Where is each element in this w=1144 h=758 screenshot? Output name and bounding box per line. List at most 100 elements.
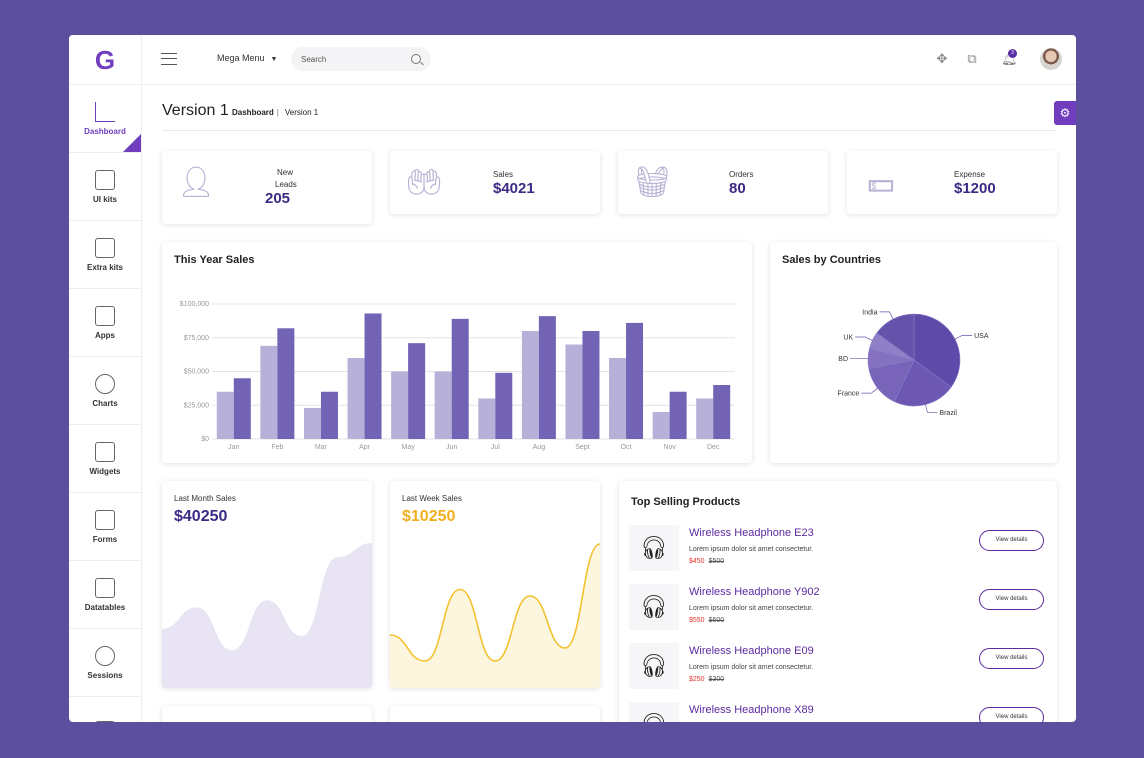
mega-menu-button[interactable]: Mega Menu ▼ bbox=[217, 53, 277, 63]
bar bbox=[451, 318, 469, 439]
pie-label: UK bbox=[843, 335, 853, 342]
sidebar-item-label: UI kits bbox=[92, 194, 117, 204]
bar bbox=[364, 313, 382, 439]
product-price: $450 $500 bbox=[689, 558, 724, 565]
x-tick-label: May bbox=[402, 444, 416, 451]
top-products-card: Top Selling Products 🎧︎ Wireless Headpho… bbox=[619, 481, 1057, 722]
sidebar-item-forms[interactable]: Forms bbox=[69, 493, 141, 561]
sidebar-item-charts[interactable]: Charts bbox=[69, 357, 141, 425]
page-title: Version 1 bbox=[162, 102, 229, 119]
product-row: 🎧︎ Wireless Headphone E09 Lorem ipsum do… bbox=[629, 643, 1047, 697]
countries-title: Sales by Countries bbox=[782, 254, 882, 266]
stat-value: $1200 bbox=[954, 180, 996, 197]
bar bbox=[478, 398, 496, 439]
hamburger-menu-icon[interactable] bbox=[161, 53, 177, 65]
view-details-button[interactable]: View details bbox=[979, 530, 1044, 551]
settings-gear-icon[interactable]: ⚙ bbox=[1054, 101, 1076, 125]
book-icon bbox=[95, 169, 115, 190]
clipboard-icon bbox=[95, 509, 115, 530]
view-details-button[interactable]: View details bbox=[979, 707, 1044, 722]
sidebar-item-extra-kits[interactable]: Extra kits bbox=[69, 221, 141, 289]
x-tick-label: Feb bbox=[271, 444, 283, 451]
sidebar-item-widgets[interactable]: Widgets bbox=[69, 425, 141, 493]
pie-label-leader bbox=[861, 387, 878, 394]
search-icon[interactable] bbox=[411, 54, 421, 64]
x-tick-label: Apr bbox=[359, 444, 371, 451]
sidebar-item-datatables[interactable]: Datatables bbox=[69, 561, 141, 629]
bar bbox=[538, 316, 556, 439]
bookmark-icon[interactable]: ⧉ bbox=[967, 51, 977, 66]
pointer-hand-icon bbox=[95, 720, 115, 722]
yearly-sales-title: This Year Sales bbox=[174, 254, 255, 266]
app-logo[interactable]: G bbox=[69, 35, 142, 85]
sidebar-item-label: Sessions bbox=[87, 670, 123, 680]
headphone-icon: 🎧︎ bbox=[629, 584, 679, 630]
pie-chart-icon bbox=[95, 373, 115, 394]
product-name[interactable]: Wireless Headphone E23 bbox=[689, 527, 814, 539]
countries-pie-chart: USA Brazil France BD UK India bbox=[838, 309, 989, 416]
headphone-icon: 🎧︎ bbox=[629, 525, 679, 571]
view-details-button[interactable]: View details bbox=[979, 648, 1044, 669]
app-window: G Mega Menu ▼ Search ✥ ⧉ 🔔︎ 3 Dashboard UI… bbox=[69, 35, 1076, 722]
stat-card-orders: 🧺︎ Orders 80 bbox=[618, 151, 828, 214]
view-details-button[interactable]: View details bbox=[979, 589, 1044, 610]
last-week-value: $10250 bbox=[402, 508, 456, 525]
stat-value: $4021 bbox=[493, 180, 535, 197]
last-month-label: Last Month Sales bbox=[174, 494, 236, 503]
area-fill bbox=[390, 544, 600, 688]
x-tick-label: Jan bbox=[228, 444, 239, 451]
hand-coins-icon: 🤲︎ bbox=[404, 166, 444, 199]
yearly-sales-card: This Year Sales $0 $25,000 $50,000 $75,000 $… bbox=[162, 242, 752, 463]
sidebar-item-dashboard[interactable]: Dashboard bbox=[69, 85, 141, 153]
bar bbox=[609, 358, 627, 439]
headphone-icon: 🎧︎ bbox=[629, 643, 679, 689]
product-price: $250 $300 bbox=[689, 676, 724, 683]
bar bbox=[495, 372, 513, 439]
bar bbox=[626, 322, 644, 439]
product-row: 🎧︎ Wireless Headphone X89 View details bbox=[629, 702, 1047, 722]
title-divider bbox=[162, 130, 1057, 131]
stat-label: Expense bbox=[954, 170, 986, 179]
x-tick-label: Nov bbox=[663, 444, 676, 451]
x-tick-label: Dec bbox=[707, 444, 720, 451]
sidebar-item-more[interactable] bbox=[69, 697, 141, 722]
profile-card-partial bbox=[390, 706, 600, 722]
headphone-icon: 🎧︎ bbox=[629, 702, 679, 722]
sidebar-item-label: Widgets bbox=[89, 466, 121, 476]
bar bbox=[434, 371, 452, 439]
product-name[interactable]: Wireless Headphone E09 bbox=[689, 645, 814, 657]
product-name[interactable]: Wireless Headphone X89 bbox=[689, 704, 814, 716]
last-week-label: Last Week Sales bbox=[402, 494, 462, 503]
product-price-now: $250 bbox=[689, 676, 705, 683]
product-row: 🎧︎ Wireless Headphone Y902 Lorem ipsum d… bbox=[629, 584, 1047, 638]
stat-card-leads: 👤︎ New Leads 205 bbox=[162, 151, 372, 224]
y-tick-label: $100,000 bbox=[180, 301, 209, 308]
top-bar: G Mega Menu ▼ Search ✥ ⧉ 🔔︎ 3 bbox=[69, 35, 1076, 85]
stat-value: 205 bbox=[265, 190, 291, 207]
search-input[interactable]: Search bbox=[291, 47, 431, 71]
area-fill bbox=[162, 543, 372, 688]
x-tick-label: Jun bbox=[446, 444, 457, 451]
mega-menu-label: Mega Menu bbox=[217, 53, 265, 63]
yearly-sales-chart: $0 $25,000 $50,000 $75,000 $100,000 Jan Feb Mar… bbox=[180, 301, 735, 451]
y-tick-label: $25,000 bbox=[184, 402, 209, 409]
stat-value: 80 bbox=[729, 180, 746, 197]
sidebar-item-sessions[interactable]: Sessions bbox=[69, 629, 141, 697]
x-tick-label: Oct bbox=[621, 444, 632, 451]
avatar[interactable] bbox=[1040, 48, 1062, 70]
y-tick-label: $75,000 bbox=[184, 335, 209, 342]
pie-label: France bbox=[838, 391, 860, 398]
sidebar-item-apps[interactable]: Apps bbox=[69, 289, 141, 357]
move-arrows-icon[interactable]: ✥ bbox=[936, 51, 948, 66]
product-name[interactable]: Wireless Headphone Y902 bbox=[689, 586, 820, 598]
sidebar-item-ui-kits[interactable]: UI kits bbox=[69, 153, 141, 221]
last-month-card: Last Month Sales $40250 bbox=[162, 481, 372, 688]
countries-card: Sales by Countries USA Brazil France BD UK In… bbox=[770, 242, 1057, 463]
chevron-down-icon: ▼ bbox=[270, 56, 278, 63]
breadcrumb-home[interactable]: Dashboard bbox=[232, 108, 274, 117]
bar bbox=[320, 391, 338, 439]
sidebar-item-label: Apps bbox=[95, 330, 115, 340]
breadcrumb: Dashboard | Version 1 bbox=[232, 108, 318, 117]
stat-label: Sales bbox=[493, 170, 514, 179]
bar bbox=[521, 331, 539, 439]
